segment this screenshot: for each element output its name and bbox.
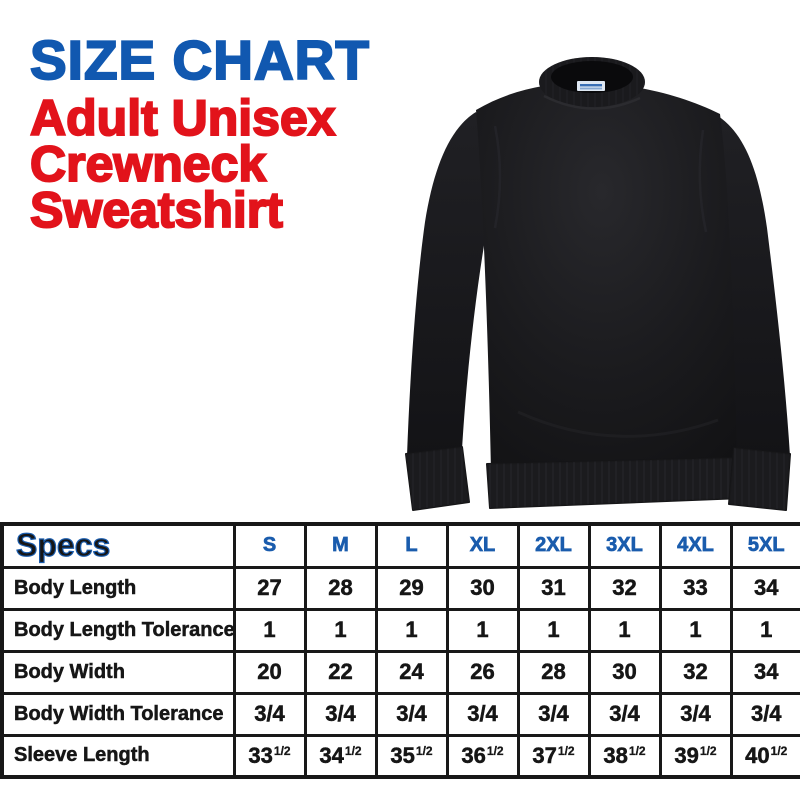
value-cell: 27 xyxy=(232,565,307,611)
fraction-superscript: 1/2 xyxy=(557,743,575,758)
value-cell: 28 xyxy=(303,565,378,611)
right-sleeve xyxy=(707,116,790,456)
value-cell: 34 xyxy=(729,649,800,695)
waistband xyxy=(486,457,744,509)
value-cell: 20 xyxy=(232,649,307,695)
right-cuff xyxy=(728,447,791,511)
value-cell: 32 xyxy=(658,649,733,695)
value-cell: 361/2 xyxy=(445,733,520,779)
left-cuff xyxy=(405,446,470,511)
product-subtitle: Adult Unisex Crewneck Sweatshirt xyxy=(29,90,370,238)
value-cell: 28 xyxy=(516,649,591,695)
fraction-superscript: 1/2 xyxy=(344,743,362,758)
value-cell: 33 xyxy=(658,565,733,611)
value-cell: 1 xyxy=(232,607,307,653)
sweatshirt-body xyxy=(476,82,737,472)
value-cell: 351/2 xyxy=(374,733,449,779)
row-label-cell: Body Length xyxy=(0,565,236,611)
fraction-superscript: 1/2 xyxy=(273,743,291,758)
value-cell: 1 xyxy=(587,607,662,653)
neck-tag xyxy=(577,81,605,91)
value-cell: 341/2 xyxy=(303,733,378,779)
fraction-superscript: 1/2 xyxy=(628,743,646,758)
value-cell: 3/4 xyxy=(729,691,800,737)
value-cell: 30 xyxy=(587,649,662,695)
heading-block: SIZE CHART Adult Unisex Crewneck Sweatsh… xyxy=(29,29,370,238)
value-cell: 32 xyxy=(587,565,662,611)
value-cell: 3/4 xyxy=(232,691,307,737)
value-cell: 31 xyxy=(516,565,591,611)
table-row: Body Length Tolerance 1 1 1 1 1 1 1 1 xyxy=(0,607,800,653)
size-header-cell: S xyxy=(232,522,307,569)
size-header-cell: XL xyxy=(445,522,520,569)
size-header-cell: L xyxy=(374,522,449,569)
size-header-cell: 4XL xyxy=(658,522,733,569)
value-cell: 391/2 xyxy=(658,733,733,779)
fraction-superscript: 1/2 xyxy=(415,743,433,758)
row-label-cell: Body Width Tolerance xyxy=(0,691,236,737)
value-cell: 3/4 xyxy=(587,691,662,737)
subtitle-line-3: Sweatshirt xyxy=(29,182,284,238)
value-cell: 331/2 xyxy=(232,733,307,779)
value-cell: 401/2 xyxy=(729,733,800,779)
value-cell: 24 xyxy=(374,649,449,695)
table-row: Sleeve Length 331/2 341/2 351/2 361/2 371/2 38… xyxy=(0,733,800,779)
sweatshirt-image xyxy=(405,57,791,511)
subtitle-line-1: Adult Unisex xyxy=(29,90,337,146)
size-header-cell: 3XL xyxy=(587,522,662,569)
value-cell: 1 xyxy=(516,607,591,653)
value-cell: 34 xyxy=(729,565,800,611)
value-cell: 3/4 xyxy=(516,691,591,737)
subtitle-line-2: Crewneck xyxy=(29,136,267,192)
table-row: Body Width 20 22 24 26 28 30 32 34 xyxy=(0,649,800,695)
value-cell: 1 xyxy=(303,607,378,653)
value-cell: 371/2 xyxy=(516,733,591,779)
row-label-cell: Body Width xyxy=(0,649,236,695)
specs-header-cell: Specs xyxy=(0,522,236,569)
value-cell: 30 xyxy=(445,565,520,611)
left-sleeve xyxy=(407,112,491,456)
value-cell: 3/4 xyxy=(374,691,449,737)
table-row: Body Width Tolerance 3/4 3/4 3/4 3/4 3/4 3/4 3/… xyxy=(0,691,800,737)
size-table: Specs S M L XL 2XL 3XL 4XL 5XL Body Length 27 28 29 3… xyxy=(0,522,800,779)
value-cell: 1 xyxy=(445,607,520,653)
page-title: SIZE CHART xyxy=(29,29,370,91)
fraction-superscript: 1/2 xyxy=(770,743,788,758)
value-cell: 381/2 xyxy=(587,733,662,779)
value-cell: 29 xyxy=(374,565,449,611)
size-header-cell: M xyxy=(303,522,378,569)
row-label-cell: Sleeve Length xyxy=(0,733,236,779)
value-cell: 1 xyxy=(729,607,800,653)
fraction-superscript: 1/2 xyxy=(486,743,504,758)
size-header-cell: 5XL xyxy=(729,522,800,569)
row-label-cell: Body Length Tolerance xyxy=(0,607,236,653)
value-cell: 1 xyxy=(658,607,733,653)
fraction-superscript: 1/2 xyxy=(699,743,717,758)
value-cell: 26 xyxy=(445,649,520,695)
value-cell: 3/4 xyxy=(303,691,378,737)
value-cell: 1 xyxy=(374,607,449,653)
table-row: Body Length 27 28 29 30 31 32 33 34 xyxy=(0,565,800,611)
value-cell: 3/4 xyxy=(445,691,520,737)
size-header-cell: 2XL xyxy=(516,522,591,569)
header-row: Specs S M L XL 2XL 3XL 4XL 5XL xyxy=(0,522,800,569)
value-cell: 3/4 xyxy=(658,691,733,737)
value-cell: 22 xyxy=(303,649,378,695)
